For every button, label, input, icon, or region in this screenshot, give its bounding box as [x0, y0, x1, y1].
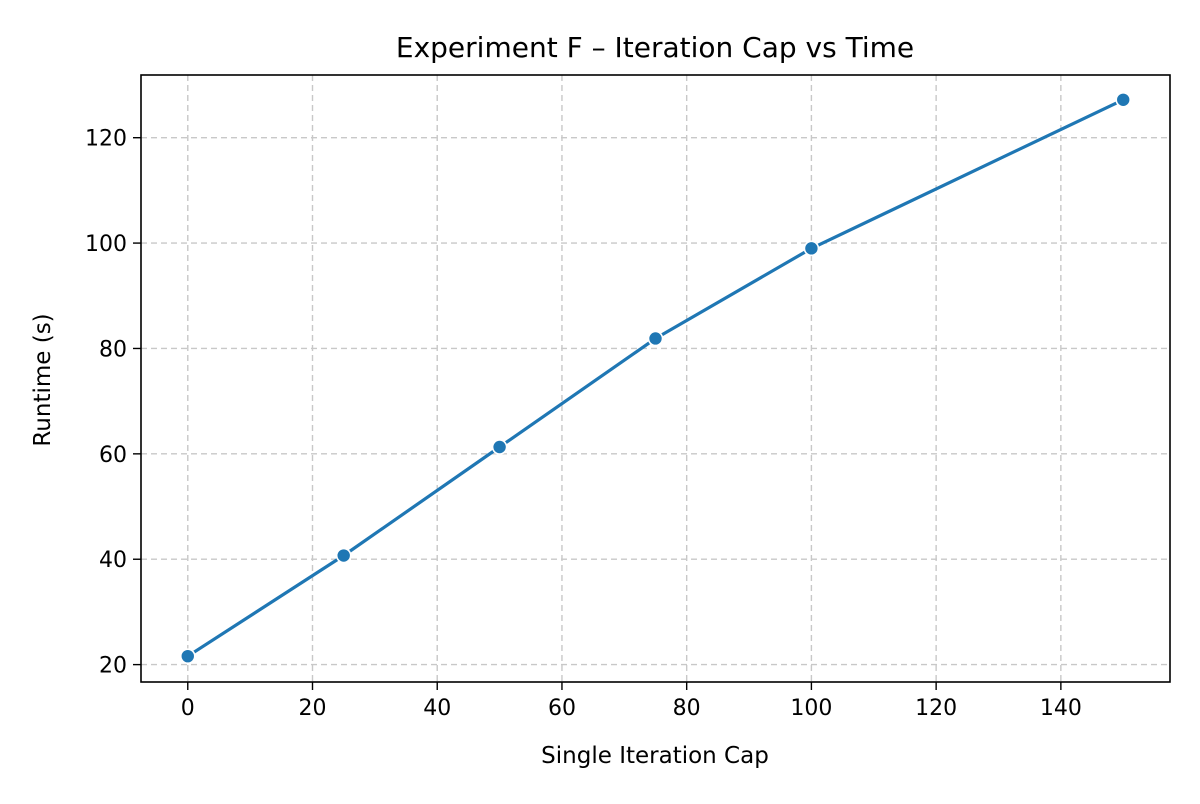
data-point	[335, 547, 352, 564]
x-tick-label: 40	[423, 696, 451, 721]
data-point	[803, 240, 820, 257]
y-tick-label: 20	[99, 654, 127, 679]
y-tick-label: 40	[99, 548, 127, 573]
y-tick-label: 80	[99, 337, 127, 362]
grid	[141, 75, 1170, 682]
x-tick-label: 80	[673, 696, 701, 721]
y-tick-label: 60	[99, 443, 127, 468]
y-axis-label: Runtime (s)	[30, 313, 56, 446]
data-point	[647, 330, 664, 347]
y-tick-label: 100	[85, 232, 127, 257]
x-tick-label: 20	[299, 696, 327, 721]
data-point	[1115, 91, 1132, 108]
y-tick-label: 120	[85, 127, 127, 152]
x-tick-label: 120	[915, 696, 957, 721]
x-tick-label: 140	[1040, 696, 1082, 721]
x-axis-label: Single Iteration Cap	[541, 743, 769, 769]
chart-title: Experiment F – Iteration Cap vs Time	[396, 31, 914, 64]
x-tick-label: 100	[790, 696, 832, 721]
plot-frame	[140, 74, 1171, 683]
series-line	[186, 98, 1125, 658]
series-layer	[179, 91, 1132, 664]
x-tick-label: 0	[181, 696, 195, 721]
x-tick-label: 60	[548, 696, 576, 721]
data-point	[179, 648, 196, 664]
y-axis: 20 40 60 80 100 120	[85, 127, 141, 679]
x-axis: 0 20 40 60 80 100 120 140	[181, 682, 1082, 721]
data-point	[491, 439, 508, 455]
